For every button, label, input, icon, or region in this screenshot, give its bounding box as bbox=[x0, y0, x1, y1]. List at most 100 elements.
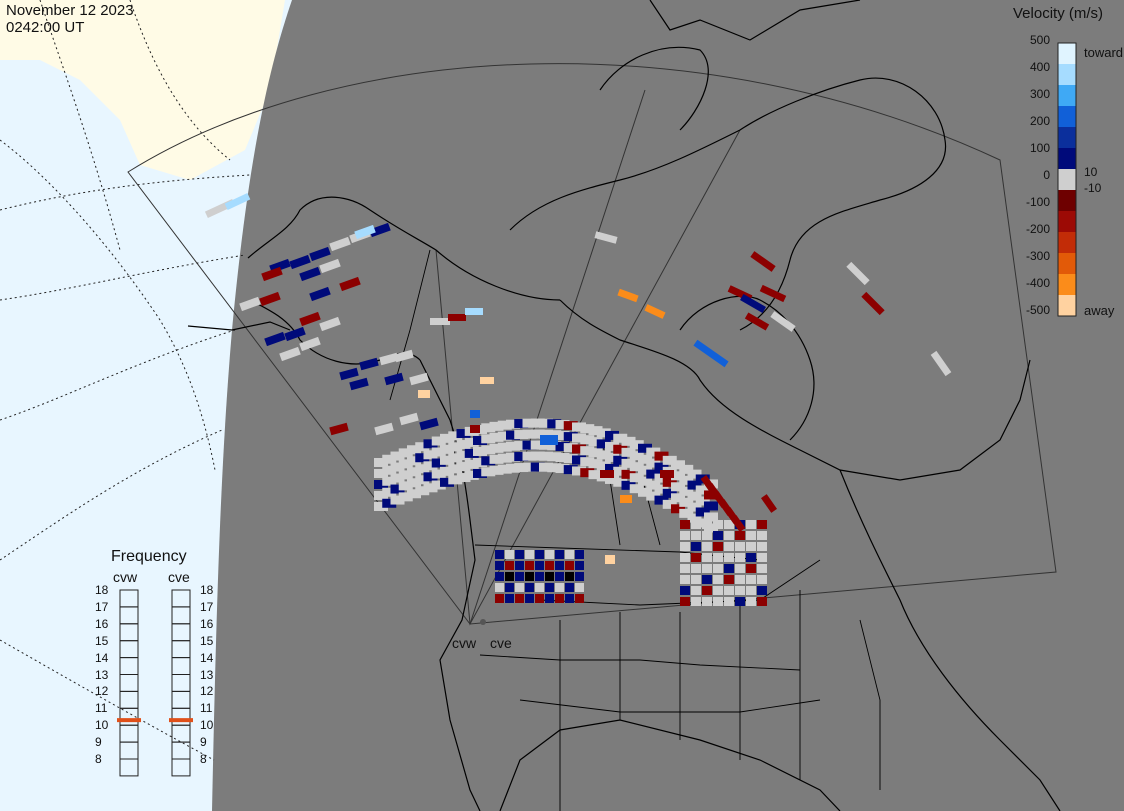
velocity-cell bbox=[613, 477, 628, 487]
velocity-cell bbox=[309, 246, 331, 262]
velocity-cell bbox=[654, 451, 669, 461]
velocity-cell bbox=[724, 586, 734, 595]
velocity-cell bbox=[497, 442, 512, 452]
velocity-cell bbox=[691, 575, 701, 584]
velocity-cell bbox=[679, 486, 694, 496]
velocity-cell bbox=[448, 431, 463, 441]
velocity-cell bbox=[596, 428, 611, 438]
velocity-cell bbox=[299, 336, 321, 352]
velocity-cell bbox=[505, 561, 514, 570]
velocity-cell bbox=[522, 462, 537, 472]
velocity-cell bbox=[724, 564, 734, 573]
velocity-cell bbox=[572, 433, 586, 443]
velocity-cell bbox=[329, 236, 351, 252]
velocity-cell bbox=[654, 484, 669, 494]
frequency-tick: 9 bbox=[200, 735, 207, 750]
velocity-cell bbox=[621, 458, 636, 468]
velocity-cell bbox=[535, 583, 544, 592]
velocity-cell bbox=[702, 520, 712, 529]
velocity-cell bbox=[695, 496, 710, 506]
velocity-cell bbox=[390, 484, 405, 494]
velocity-cell bbox=[530, 418, 545, 428]
colorbar-segment bbox=[1058, 190, 1076, 212]
velocity-cell bbox=[480, 377, 494, 384]
velocity-cell bbox=[613, 444, 628, 454]
velocity-cell bbox=[495, 550, 504, 559]
velocity-cell bbox=[506, 419, 520, 429]
colorbar-segment bbox=[1058, 295, 1076, 317]
frequency-cell bbox=[171, 707, 191, 726]
velocity-cell bbox=[495, 572, 504, 581]
velocity-cell bbox=[415, 442, 430, 452]
velocity-cell bbox=[735, 586, 745, 595]
velocity-cell bbox=[473, 468, 487, 478]
velocity-cell bbox=[555, 594, 564, 603]
velocity-cell bbox=[319, 316, 341, 332]
velocity-cell bbox=[506, 463, 520, 473]
velocity-cell bbox=[744, 312, 770, 331]
velocity-cell bbox=[515, 572, 524, 581]
velocity-cell bbox=[600, 470, 614, 478]
frequency-cell bbox=[171, 741, 191, 760]
night-shade bbox=[212, 0, 1124, 811]
velocity-cell bbox=[418, 390, 430, 398]
velocity-cell bbox=[539, 451, 553, 461]
velocity-cell bbox=[713, 520, 723, 529]
velocity-cell bbox=[555, 453, 570, 463]
frequency-tick: 18 bbox=[200, 583, 214, 597]
frequency-cell bbox=[171, 758, 191, 777]
colorbar-segment bbox=[1058, 127, 1076, 149]
velocity-cell bbox=[525, 550, 534, 559]
velocity-cell bbox=[638, 454, 652, 464]
velocity-cell bbox=[539, 462, 553, 472]
velocity-cell bbox=[489, 465, 504, 475]
velocity-cell bbox=[638, 487, 652, 497]
velocity-colorbar bbox=[1057, 42, 1077, 317]
velocity-cell bbox=[535, 550, 544, 559]
velocity-cell bbox=[423, 472, 438, 482]
velocity-cell bbox=[605, 474, 619, 484]
velocity-cell bbox=[415, 486, 430, 496]
frequency-panels bbox=[117, 589, 193, 777]
velocity-cell bbox=[735, 575, 745, 584]
velocity-cell bbox=[654, 462, 669, 472]
velocity-cell bbox=[440, 477, 454, 487]
velocity-cell bbox=[713, 586, 723, 595]
velocity-cell bbox=[514, 430, 529, 440]
velocity-cell bbox=[409, 372, 429, 386]
velocity-cell bbox=[759, 284, 787, 303]
velocity-cell bbox=[431, 480, 446, 490]
velocity-cell bbox=[596, 461, 611, 471]
velocity-cell bbox=[617, 288, 639, 303]
velocity-cell bbox=[739, 293, 767, 314]
velocity-cell bbox=[497, 464, 512, 474]
velocity-tick: 300 bbox=[1029, 87, 1050, 101]
frequency-tick: 17 bbox=[95, 599, 109, 614]
velocity-cell bbox=[399, 412, 419, 426]
velocity-cell bbox=[506, 452, 520, 462]
velocity-cell bbox=[423, 461, 438, 471]
velocity-cell bbox=[473, 457, 487, 467]
frequency-tick: 10 bbox=[200, 718, 214, 733]
velocity-cells bbox=[204, 193, 952, 606]
velocity-cell bbox=[530, 440, 545, 450]
colorbar-segment bbox=[1058, 253, 1076, 275]
velocity-cell bbox=[638, 443, 652, 453]
velocity-cell bbox=[264, 331, 286, 347]
velocity-cell bbox=[680, 564, 690, 573]
velocity-cell bbox=[525, 561, 534, 570]
velocity-cell bbox=[757, 520, 767, 529]
velocity-cell bbox=[456, 451, 471, 461]
velocity-cell bbox=[456, 462, 471, 472]
frequency-cell bbox=[119, 741, 139, 760]
velocity-cell bbox=[746, 597, 756, 606]
frequency-cell bbox=[119, 674, 139, 692]
velocity-cell bbox=[691, 553, 701, 562]
frequency-tick: 8 bbox=[200, 752, 207, 766]
velocity-cell bbox=[565, 594, 574, 603]
velocity-cell bbox=[605, 452, 619, 462]
frequency-marker bbox=[117, 718, 141, 723]
velocity-cell bbox=[646, 447, 661, 457]
toward-label: toward bbox=[1084, 45, 1124, 60]
velocity-cell bbox=[379, 352, 399, 366]
